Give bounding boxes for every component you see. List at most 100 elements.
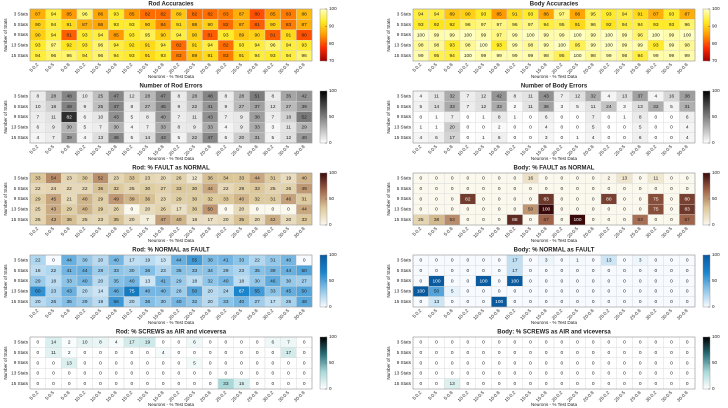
cell-label: 19 [145,257,151,263]
cell-label: 0 [560,175,563,181]
cell-label: 96 [301,53,307,59]
cell-label: 48 [301,299,307,305]
y-tick-label: 9 Stats [397,196,412,201]
cell-label: 40 [301,135,307,141]
cell-label: 43 [51,217,57,223]
x-tick-label: 30-0.5 [277,308,290,321]
cell-label: 99 [684,53,690,59]
cell-label: 22 [82,186,88,192]
cell-label: 94 [637,22,643,28]
x-axis-title: Neurons - % Test Data [531,320,578,325]
y-tick-label: 5 Stats [397,104,412,109]
x-tick-label: 30-0.2 [262,226,275,239]
cell-label: 1 [435,125,438,131]
cell-label: 8 [513,93,516,99]
cell-label: 2 [513,104,516,110]
x-tick-label: 20-0.8 [582,144,595,157]
cell-label: 33 [223,196,229,202]
cell-label: 0 [545,299,548,305]
y-axis-title: Number of Stats [386,18,391,52]
cell-label: 100 [652,32,660,38]
cell-label: 0 [560,289,563,295]
x-tick-label: 25-0.5 [230,226,243,239]
cell-label: 13 [449,381,455,387]
y-tick-label: 13 Stats [394,43,412,48]
cell-label: 0 [592,217,595,223]
cell-label: 0 [482,381,485,387]
cell-label: 47 [113,93,119,99]
cell-label: 44 [207,186,213,192]
cell-label: 96 [590,22,596,28]
cell-label: 0 [560,278,563,284]
cell-label: 0 [576,339,579,345]
cell-label: 0 [435,350,438,356]
cell-label: 98 [434,43,440,49]
cell-label: 99 [512,32,518,38]
cell-label: 3 [560,104,563,110]
cell-label: 4 [224,125,227,131]
cell-label: 0 [623,125,626,131]
cell-label: 0 [592,299,595,305]
cell-label: 94 [254,53,260,59]
cell-label: 0 [287,207,290,213]
cell-label: 0 [623,268,626,274]
cell-label: 26 [286,186,292,192]
x-axis-title: Neurons - % Test Data [148,320,195,325]
cell-label: 0 [435,186,438,192]
cell-label: 0 [177,350,180,356]
x-tick-label: 5-0.8 [443,308,454,319]
cell-label: 0 [560,217,563,223]
cell-label: 0 [607,125,610,131]
x-tick-label: 25-0.8 [246,308,259,321]
cell-label: 89 [239,32,245,38]
x-tick-label: 15-0.2 [121,390,134,403]
cell-label: 0 [639,175,642,181]
cell-label: 33 [496,104,502,110]
cell-label: 43 [160,135,166,141]
x-tick-label: 20-0.2 [551,226,564,239]
cell-label: 27 [145,104,151,110]
cell-label: 0 [560,350,563,356]
cell-label: 30 [160,299,166,305]
cell-label: 8 [146,114,149,120]
cell-label: 0 [529,381,532,387]
cell-label: 56 [113,299,119,305]
cell-label: 0 [686,186,689,192]
cell-label: 0 [686,299,689,305]
cell-label: 18 [192,217,198,223]
cell-label: 35 [254,268,260,274]
cell-label: 0 [224,207,227,213]
cell-label: 93 [528,11,534,17]
cell-label: 52 [98,175,104,181]
y-tick-label: 13 Stats [11,207,29,212]
cell-label: 42 [270,217,276,223]
x-tick-label: 30-0.2 [262,144,275,157]
cell-label: 8 [130,104,133,110]
cell-label: 8 [177,93,180,99]
cell-label: 6 [435,135,438,141]
cell-label: 20 [98,257,104,263]
cell-label: 95 [145,32,151,38]
x-tick-label: 15-0.5 [519,390,532,403]
x-tick-label: 10-0.2 [457,226,470,239]
x-tick-label: 25-0.2 [215,144,228,157]
cell-label: 0 [670,257,673,263]
cell-label: 33 [223,299,229,305]
y-axis-title: Number of Stats [3,182,8,216]
cell-label: 0 [482,371,485,377]
cell-label: 80 [684,196,690,202]
colorbar-tick-label: 0 [329,386,332,391]
cell-label: 39 [129,196,135,202]
cell-label: 36 [66,299,72,305]
cell-label: 29 [176,196,182,202]
cell-label: 0 [529,125,532,131]
cell-label: 5 [83,125,86,131]
y-tick-label: 3 Stats [397,11,412,16]
colorbar-tick-label: 0 [712,222,715,227]
cell-label: 0 [482,350,485,356]
cell-label: 100 [605,32,613,38]
cell-label: 23 [239,268,245,274]
cell-label: 50 [434,289,440,295]
x-tick-label: 25-0.2 [598,144,611,157]
